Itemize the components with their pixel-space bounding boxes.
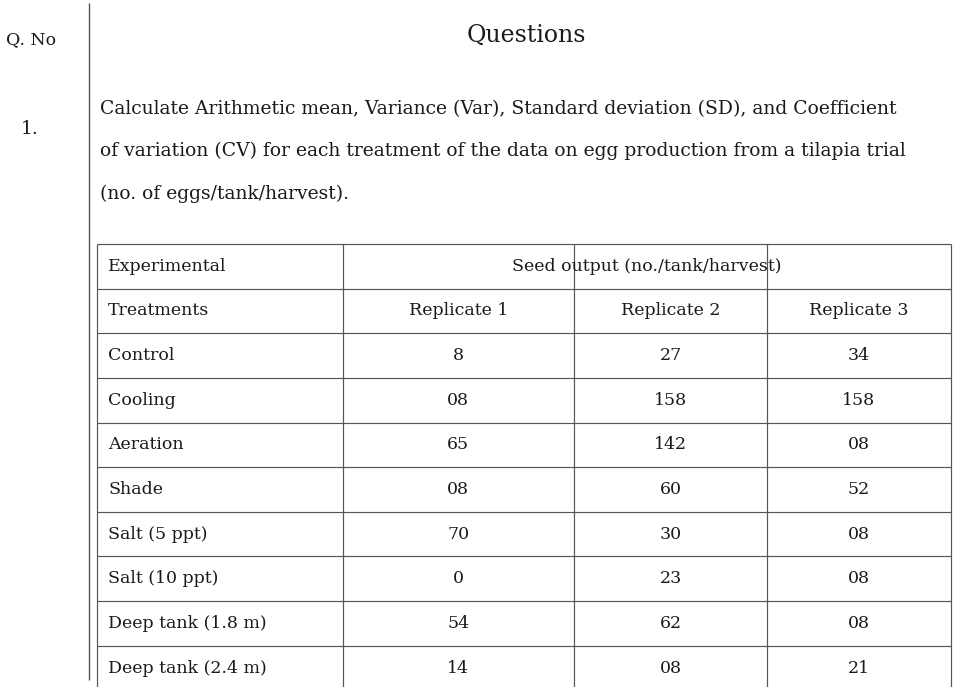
Text: 158: 158 <box>654 392 687 409</box>
Text: 158: 158 <box>842 392 875 409</box>
Text: Questions: Questions <box>466 24 586 47</box>
Text: (no. of eggs/tank/harvest).: (no. of eggs/tank/harvest). <box>100 185 349 203</box>
Text: 60: 60 <box>660 481 681 498</box>
Text: Control: Control <box>108 347 175 364</box>
Text: 08: 08 <box>848 570 869 587</box>
Text: Deep tank (1.8 m): Deep tank (1.8 m) <box>108 615 266 632</box>
Text: Aeration: Aeration <box>108 436 183 453</box>
Text: 08: 08 <box>660 660 681 677</box>
Text: Treatments: Treatments <box>108 302 209 319</box>
Text: Shade: Shade <box>108 481 163 498</box>
Text: Replicate 3: Replicate 3 <box>809 302 909 319</box>
Text: 62: 62 <box>660 615 681 632</box>
Text: 21: 21 <box>848 660 869 677</box>
Text: 65: 65 <box>448 436 469 453</box>
Text: 54: 54 <box>448 615 469 632</box>
Text: Calculate Arithmetic mean, Variance (Var), Standard deviation (SD), and Coeffici: Calculate Arithmetic mean, Variance (Var… <box>100 100 896 117</box>
Text: 34: 34 <box>848 347 869 364</box>
Text: Replicate 1: Replicate 1 <box>409 302 508 319</box>
Text: 23: 23 <box>659 570 682 587</box>
Text: 0: 0 <box>453 570 464 587</box>
Text: 70: 70 <box>448 526 469 543</box>
Text: Experimental: Experimental <box>108 258 227 275</box>
Text: 27: 27 <box>659 347 682 364</box>
Text: 142: 142 <box>654 436 687 453</box>
Text: Salt (10 ppt): Salt (10 ppt) <box>108 570 218 587</box>
Text: 08: 08 <box>448 392 469 409</box>
Text: 8: 8 <box>453 347 464 364</box>
Text: 52: 52 <box>847 481 870 498</box>
Text: 08: 08 <box>848 526 869 543</box>
Text: Cooling: Cooling <box>108 392 176 409</box>
Text: Deep tank (2.4 m): Deep tank (2.4 m) <box>108 660 267 677</box>
Text: Seed output (no./tank/harvest): Seed output (no./tank/harvest) <box>511 258 782 275</box>
Text: 08: 08 <box>848 436 869 453</box>
Text: Salt (5 ppt): Salt (5 ppt) <box>108 526 207 543</box>
Text: 30: 30 <box>660 526 681 543</box>
Text: Replicate 2: Replicate 2 <box>620 302 721 319</box>
Text: 08: 08 <box>448 481 469 498</box>
Text: 1.: 1. <box>21 120 39 138</box>
Text: 14: 14 <box>448 660 469 677</box>
Text: Q. No: Q. No <box>6 31 56 48</box>
Text: 08: 08 <box>848 615 869 632</box>
Text: of variation (CV) for each treatment of the data on egg production from a tilapi: of variation (CV) for each treatment of … <box>100 142 906 161</box>
